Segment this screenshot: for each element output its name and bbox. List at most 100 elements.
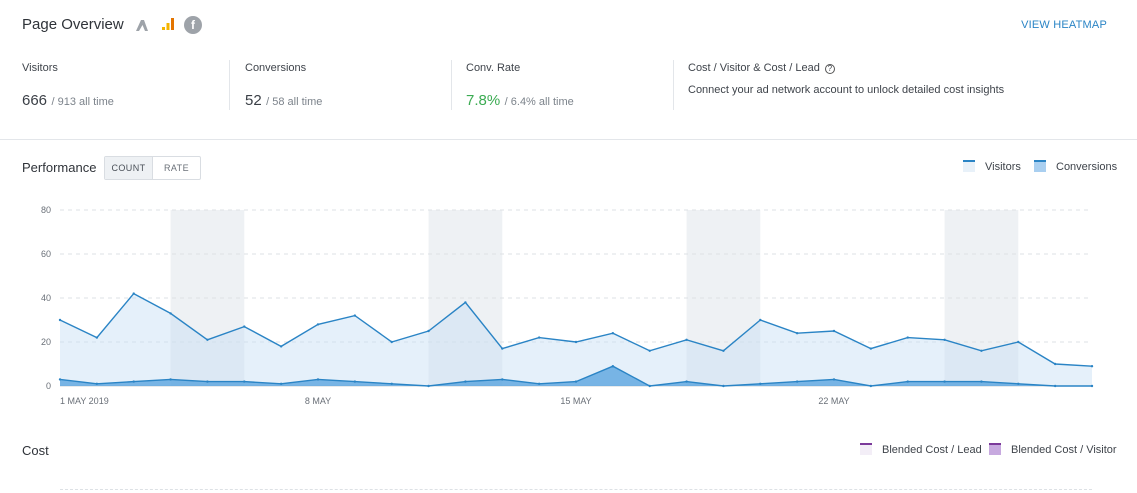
y-tick-label: 80 xyxy=(41,205,51,215)
data-point-conversions xyxy=(537,382,541,385)
facebook-icon[interactable]: f xyxy=(184,16,202,34)
data-point-visitors xyxy=(501,347,504,350)
legend-visitors[interactable]: Visitors xyxy=(963,160,1021,173)
x-tick-label: 1 MAY 2019 xyxy=(60,396,109,406)
series-area-conversions xyxy=(60,366,1092,386)
x-tick-label: 15 MAY xyxy=(560,396,591,406)
page-header: Page Overview f VIEW HEATMAP xyxy=(0,0,1137,50)
data-point-conversions xyxy=(685,380,688,383)
data-point-conversions xyxy=(279,382,283,385)
data-point-conversions xyxy=(1090,384,1094,388)
legend-label: Blended Cost / Lead xyxy=(882,444,982,456)
data-point-conversions xyxy=(390,382,393,385)
legend-label: Visitors xyxy=(985,161,1021,173)
stats-row: Visitors 666 / 913 all time Conversions … xyxy=(0,50,1137,140)
data-point-conversions xyxy=(795,380,799,383)
google-ads-icon[interactable] xyxy=(134,17,150,33)
data-point-visitors xyxy=(943,338,946,341)
series-area-visitors xyxy=(60,293,1092,386)
legend-label: Blended Cost / Visitor xyxy=(1011,444,1117,456)
data-point-visitors xyxy=(95,336,99,339)
legend-swatch-conversions xyxy=(1034,160,1046,172)
legend-blended-cost-lead[interactable]: Blended Cost / Lead xyxy=(860,443,982,456)
data-point-conversions xyxy=(574,380,578,383)
stat-cost-label: Cost / Visitor & Cost / Lead xyxy=(688,62,820,74)
data-point-visitors xyxy=(58,318,62,322)
data-point-conversions xyxy=(58,378,62,381)
y-tick-label: 40 xyxy=(41,293,51,303)
divider xyxy=(673,60,674,110)
cost-connect-note: Connect your ad network account to unloc… xyxy=(688,84,1005,96)
stat-value: 52 / 58 all time xyxy=(245,92,322,110)
stat-label: Conversions xyxy=(245,62,307,74)
data-point-visitors xyxy=(611,332,615,335)
data-point-conversions xyxy=(1017,382,1020,385)
data-point-visitors xyxy=(427,329,430,333)
data-point-visitors xyxy=(537,336,541,339)
x-tick-label: 8 MAY xyxy=(305,396,331,406)
data-point-visitors xyxy=(685,338,688,341)
data-point-visitors xyxy=(906,336,909,339)
y-tick-label: 60 xyxy=(41,249,51,259)
data-point-visitors xyxy=(464,301,467,304)
data-point-conversions xyxy=(501,378,504,381)
data-point-conversions xyxy=(980,380,983,383)
stat-value: 7.8% / 6.4% all time xyxy=(466,92,574,110)
legend-label: Conversions xyxy=(1056,161,1118,173)
x-tick-label: 22 MAY xyxy=(818,396,849,406)
data-point-visitors xyxy=(1090,365,1094,368)
data-point-conversions xyxy=(611,365,615,368)
data-point-conversions xyxy=(464,380,467,383)
data-point-conversions xyxy=(869,384,873,388)
data-point-visitors xyxy=(722,349,725,352)
data-point-visitors xyxy=(316,323,320,326)
legend-swatch-visitors xyxy=(963,160,975,172)
y-tick-label: 0 xyxy=(46,381,51,391)
data-point-conversions xyxy=(353,380,357,383)
data-point-visitors xyxy=(869,347,873,350)
performance-chart[interactable]: 0 20 40 60 80 1 MAY 2019 8 MAY 15 MAY 22 MAY xyxy=(0,195,1137,415)
y-tick-label: 20 xyxy=(41,337,51,347)
data-point-conversions xyxy=(427,384,430,388)
weekend-band xyxy=(428,210,503,386)
data-point-visitors xyxy=(648,349,651,352)
data-point-visitors xyxy=(353,314,357,317)
count-rate-toggle: COUNT RATE xyxy=(104,156,201,180)
stat-all-time: / 58 all time xyxy=(266,96,323,108)
data-point-conversions xyxy=(906,380,909,383)
data-point-visitors xyxy=(132,292,135,295)
cost-chart-gridline xyxy=(60,489,1092,490)
toggle-count[interactable]: COUNT xyxy=(105,157,153,179)
data-point-visitors xyxy=(795,332,799,335)
stat-value: 666 / 913 all time xyxy=(22,92,114,110)
stat-label: Conv. Rate xyxy=(466,62,521,74)
legend-conversions[interactable]: Conversions xyxy=(1034,160,1117,173)
data-point-conversions xyxy=(722,384,725,388)
help-icon[interactable]: ? xyxy=(824,64,835,74)
data-point-conversions xyxy=(759,382,762,385)
view-heatmap-link[interactable]: VIEW HEATMAP xyxy=(1021,19,1107,31)
data-point-visitors xyxy=(243,325,246,328)
toggle-rate[interactable]: RATE xyxy=(164,163,189,173)
legend-blended-cost-visitor[interactable]: Blended Cost / Visitor xyxy=(989,443,1117,456)
divider xyxy=(229,60,230,110)
stat-main-value: 7.8% xyxy=(466,92,501,109)
legend-swatch-cost-lead xyxy=(860,443,872,455)
data-point-visitors xyxy=(1017,340,1020,344)
data-point-conversions xyxy=(832,378,836,381)
google-analytics-icon[interactable] xyxy=(161,17,175,31)
legend-swatch-cost-visitor xyxy=(989,443,1001,455)
data-point-conversions xyxy=(132,380,135,383)
cost-title: Cost xyxy=(22,443,49,458)
data-point-visitors xyxy=(390,340,393,344)
data-point-conversions xyxy=(206,380,209,383)
stat-label: Visitors xyxy=(22,62,58,74)
data-point-conversions xyxy=(95,382,99,385)
data-point-conversions xyxy=(943,380,946,383)
data-point-visitors xyxy=(759,318,762,322)
performance-title: Performance xyxy=(22,160,97,175)
data-point-visitors xyxy=(169,312,172,315)
data-point-visitors xyxy=(980,349,983,352)
stat-main-value: 666 xyxy=(22,92,48,109)
page-title: Page Overview xyxy=(22,16,124,33)
